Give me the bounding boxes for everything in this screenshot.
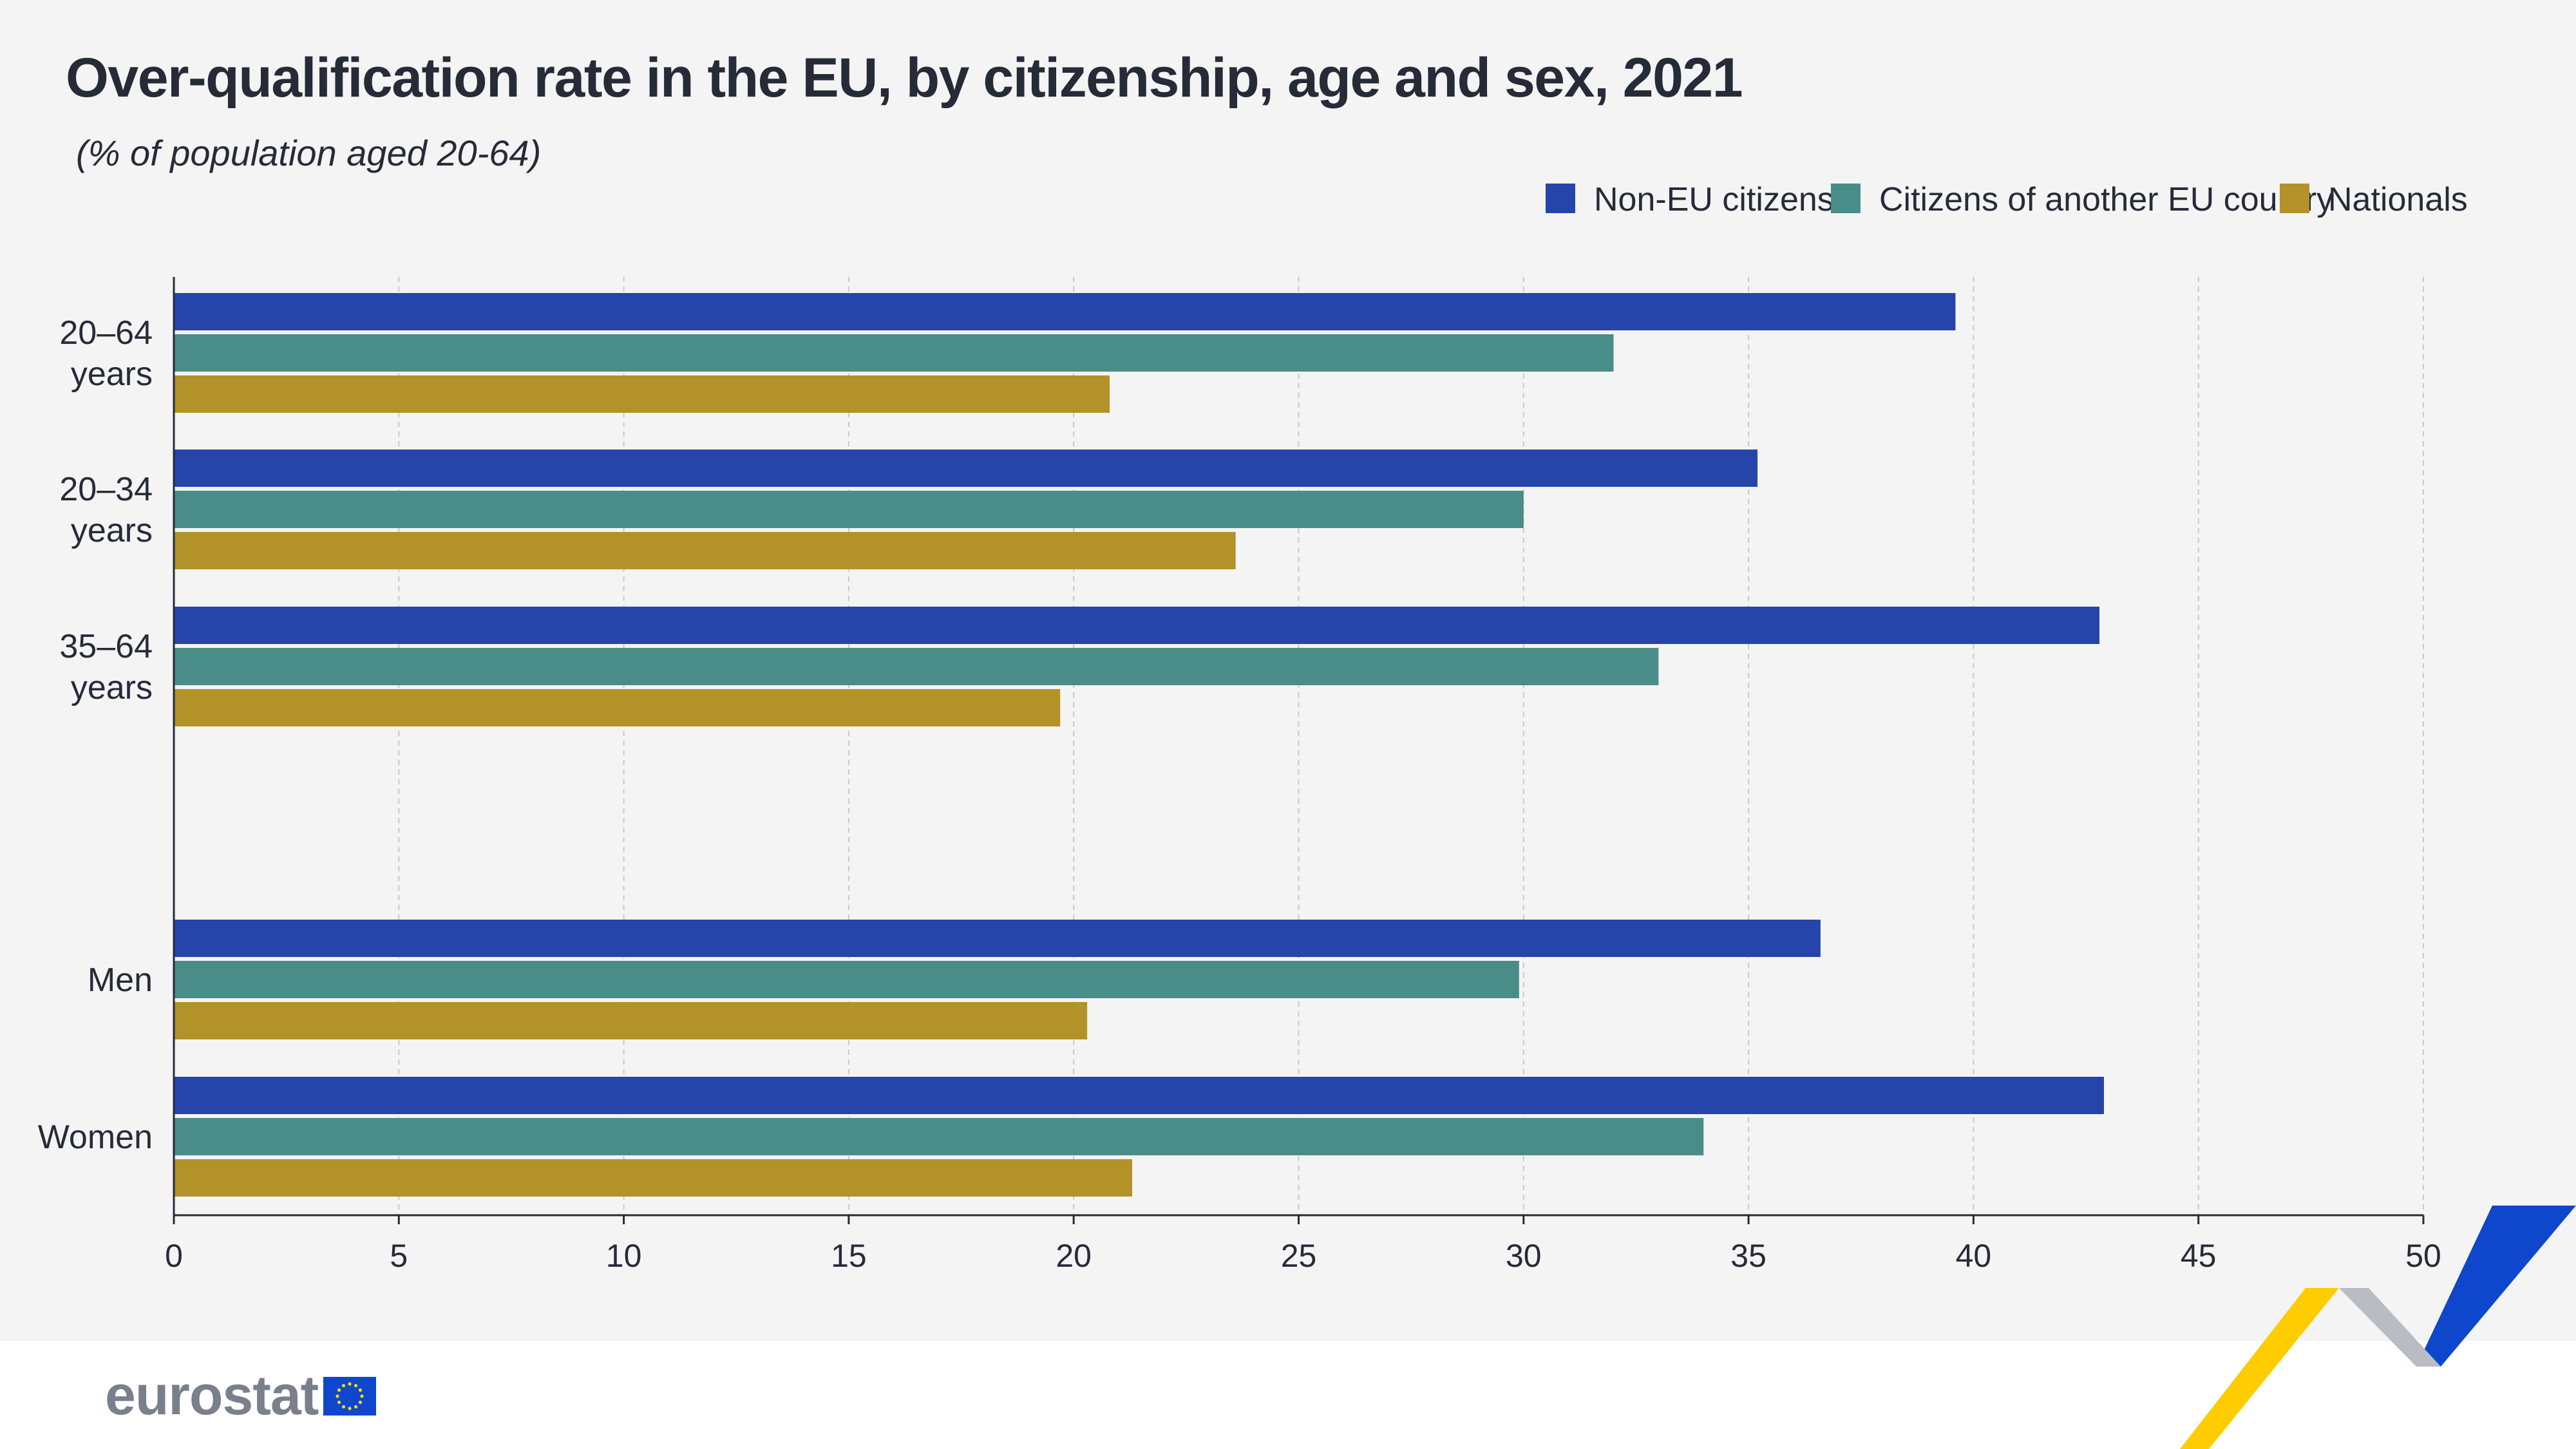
legend-swatch xyxy=(1546,184,1575,213)
x-tick-label: 40 xyxy=(1956,1238,1992,1274)
flag-star xyxy=(337,1388,341,1392)
legend: Non-EU citizens Citizens of another EU co… xyxy=(1546,181,2468,218)
eurostat-logo: eurostat xyxy=(105,1364,377,1428)
category-label: 35–64 xyxy=(59,628,153,665)
x-tick-label: 15 xyxy=(831,1238,867,1274)
legend-label: Nationals xyxy=(2328,181,2468,218)
category-label: Men xyxy=(88,961,153,999)
flag-star xyxy=(342,1383,346,1387)
footer-band xyxy=(0,1341,2576,1449)
chart-title: Over-qualification rate in the EU, by ci… xyxy=(66,47,1743,109)
bar xyxy=(174,1002,1088,1039)
flag-star xyxy=(359,1388,363,1392)
x-tick-label: 5 xyxy=(390,1238,408,1274)
bar xyxy=(174,532,1236,569)
category-label: years xyxy=(71,355,153,393)
flag-star xyxy=(359,1400,363,1404)
x-tick-label: 20 xyxy=(1056,1238,1092,1274)
x-tick-label: 45 xyxy=(2181,1238,2217,1274)
category-label: years xyxy=(71,512,153,549)
flag-star xyxy=(354,1405,358,1408)
bar xyxy=(174,1118,1704,1155)
x-tick-label: 35 xyxy=(1730,1238,1766,1274)
legend-swatch xyxy=(1831,184,1861,213)
flag-star xyxy=(348,1381,352,1386)
eurostat-wordmark: eurostat xyxy=(105,1365,319,1426)
x-tick-label: 50 xyxy=(2405,1238,2441,1274)
legend-label: Citizens of another EU country xyxy=(1879,181,2333,218)
flag-star xyxy=(360,1394,364,1398)
flag-star xyxy=(336,1394,339,1398)
bar xyxy=(174,293,1956,330)
legend-label: Non-EU citizens xyxy=(1594,181,1834,218)
bar xyxy=(174,961,1519,998)
bar xyxy=(174,1077,2104,1114)
eu-flag-icon xyxy=(323,1376,377,1416)
axes xyxy=(173,277,2425,1224)
chart-subtitle: (% of population aged 20-64) xyxy=(76,133,542,173)
flag-star xyxy=(337,1400,341,1404)
category-label: years xyxy=(71,669,153,706)
x-tick-label: 25 xyxy=(1281,1238,1317,1274)
x-tick-label: 0 xyxy=(165,1238,183,1274)
bar xyxy=(174,607,2100,644)
ribbon-yellow xyxy=(2180,1288,2339,1449)
category-label: 20–34 xyxy=(59,471,153,508)
grid-lines xyxy=(398,277,2424,1215)
category-label: 20–64 xyxy=(59,314,153,352)
bar xyxy=(174,334,1614,372)
bar xyxy=(174,450,1758,487)
bar xyxy=(174,648,1659,685)
x-tick-label: 30 xyxy=(1506,1238,1542,1274)
bars xyxy=(174,293,2104,1197)
x-tick-labels: 0 5 10 15 20 25 30 35 40 45 50 xyxy=(165,1238,2441,1274)
bar xyxy=(174,689,1061,726)
flag-star xyxy=(354,1383,358,1387)
ribbon-blue xyxy=(2416,1206,2576,1367)
ribbon-grey xyxy=(2339,1288,2441,1367)
bar xyxy=(174,375,1110,413)
bar xyxy=(174,920,1821,957)
corner-ribbon-decoration xyxy=(2180,1206,2576,1449)
bar xyxy=(174,1159,1133,1197)
flag-star xyxy=(348,1406,352,1410)
legend-swatch xyxy=(2280,184,2309,213)
category-label: Women xyxy=(38,1119,153,1156)
bar xyxy=(174,491,1524,528)
flag-star xyxy=(342,1405,346,1408)
x-tick-label: 10 xyxy=(606,1238,642,1274)
